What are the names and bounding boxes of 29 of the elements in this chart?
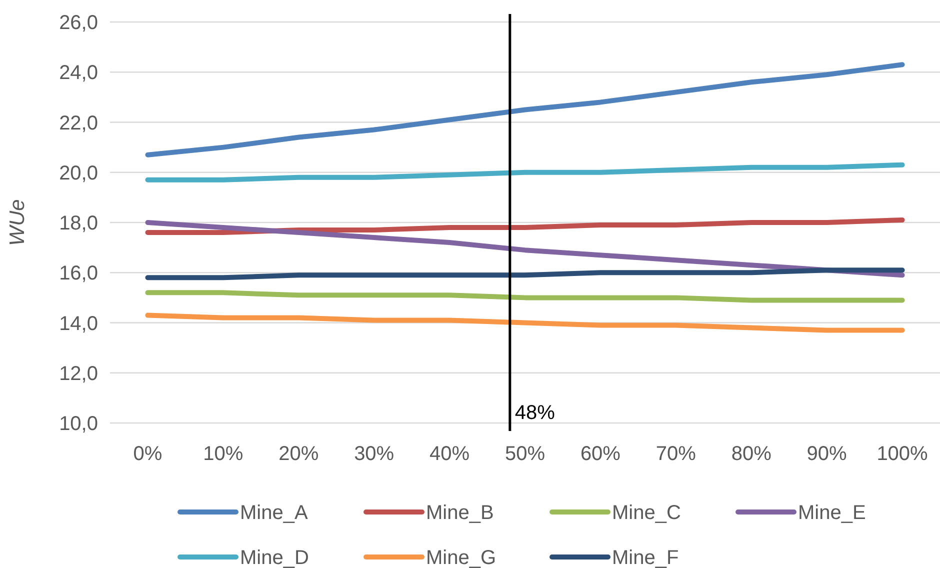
x-tick-label: 30% — [354, 443, 394, 465]
legend-label: Mine_D — [240, 547, 309, 568]
x-tick-label: 90% — [806, 443, 848, 465]
x-tick-label: 60% — [580, 443, 621, 465]
legend-label: Mine_F — [612, 547, 679, 568]
y-tick-label: 12,0 — [59, 362, 98, 385]
y-tick-label: 14,0 — [59, 312, 98, 335]
x-tick-label: 40% — [430, 443, 470, 465]
x-tick-label: 50% — [504, 443, 546, 465]
x-tick-label: 70% — [656, 443, 696, 465]
ref-line-label: 48% — [514, 402, 556, 424]
legend-label: Mine_G — [426, 547, 496, 568]
legend-label: Mine_E — [798, 502, 866, 524]
x-tick-label: 0% — [133, 443, 162, 465]
y-tick-label: 18,0 — [59, 212, 98, 234]
legend-label: Mine_B — [426, 502, 494, 524]
y-tick-label: 10,0 — [59, 413, 98, 435]
y-tick-label: 22,0 — [59, 112, 98, 134]
x-tick-label: 20% — [278, 443, 319, 465]
x-tick-label: 100% — [876, 443, 928, 465]
legend-label: Mine_A — [240, 502, 308, 524]
y-tick-label: 24,0 — [59, 62, 98, 84]
legend-label: Mine_C — [612, 502, 681, 524]
y-tick-label: 26,0 — [59, 12, 98, 34]
x-tick-label: 80% — [731, 443, 772, 465]
y-tick-label: 20,0 — [59, 162, 98, 184]
y-axis-title: WUe — [6, 199, 29, 246]
x-tick-label: 10% — [203, 443, 244, 465]
y-tick-label: 16,0 — [59, 262, 98, 285]
